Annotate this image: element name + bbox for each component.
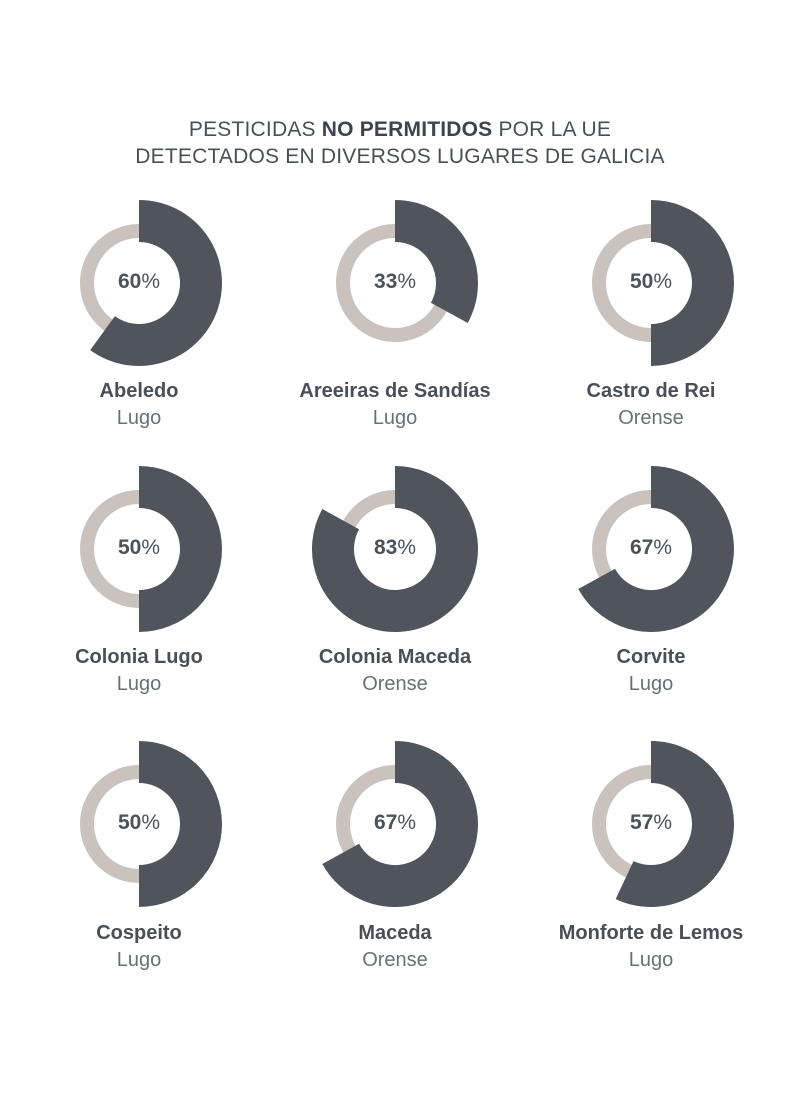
place-name: Maceda [358,922,432,944]
donut-item: 33% Areeiras de Sandías Lugo [285,200,505,450]
region-name: Lugo [628,949,674,971]
percent-symbol: % [397,536,417,559]
place-name: Corvite [616,646,686,668]
place-name: Colonia Lugo [75,646,203,668]
place-name: Monforte de Lemos [558,922,744,944]
donut-value-arc [90,200,222,366]
percent-label: 33% [285,270,505,294]
donut-chart [578,466,734,632]
percent-symbol: % [141,811,161,834]
place-name: Colonia Maceda [318,646,472,668]
donut-chart [80,200,222,366]
donut-chart [80,466,222,632]
percent-label: 67% [541,536,761,560]
donut-item: 60% Abeledo Lugo [29,200,249,450]
donut-value-arc [138,741,222,907]
donut-value-arc [322,741,478,907]
percent-symbol: % [653,536,673,559]
percent-value: 67 [373,811,398,834]
percent-label: 83% [285,536,505,560]
region-name: Lugo [628,673,674,695]
title-line-1-bold: NO PERMITIDOS [321,118,493,141]
donut-item: 67% Maceda Orense [285,741,505,991]
percent-value: 50 [629,270,654,293]
percent-symbol: % [653,270,673,293]
percent-label: 50% [541,270,761,294]
percent-value: 67 [629,536,654,559]
title-line-2: DETECTADOS EN DIVERSOS LUGARES DE GALICI… [135,145,665,168]
donut-item: 50% Colonia Lugo Lugo [29,466,249,716]
donut-value-arc [394,200,478,323]
place-name: Castro de Rei [586,380,716,402]
region-name: Orense [618,407,684,429]
region-name: Lugo [116,949,162,971]
region-name: Orense [362,673,428,695]
donut-chart [592,741,734,907]
title-line-1: PESTICIDAS NO PERMITIDOS POR LA UE [0,116,800,143]
donut-chart [80,741,222,907]
percent-label: 50% [29,811,249,835]
percent-label: 67% [285,811,505,835]
percent-symbol: % [141,270,161,293]
place-name: Areeiras de Sandías [299,380,491,402]
percent-symbol: % [653,811,673,834]
donut-item: 83% Colonia Maceda Orense [285,466,505,716]
percent-label: 57% [541,811,761,835]
donut-item: 50% Cospeito Lugo [29,741,249,991]
region-name: Lugo [372,407,418,429]
percent-value: 50 [117,536,142,559]
percent-symbol: % [397,811,417,834]
percent-value: 33 [373,270,398,293]
percent-symbol: % [397,270,417,293]
region-name: Orense [362,949,428,971]
donut-chart [312,466,478,632]
donut-item: 57% Monforte de Lemos Lugo [541,741,761,991]
percent-value: 83 [373,536,398,559]
donut-value-arc [615,741,734,907]
region-name: Lugo [116,673,162,695]
percent-label: 50% [29,536,249,560]
donut-chart [322,741,478,907]
donut-item: 67% Corvite Lugo [541,466,761,716]
percent-value: 57 [629,811,654,834]
donut-value-arc [650,200,734,366]
donut-value-arc [138,466,222,632]
percent-symbol: % [141,536,161,559]
place-name: Abeledo [99,380,179,402]
title-line-1-pre: PESTICIDAS [188,118,322,141]
title-line-1-post: POR LA UE [492,118,612,141]
region-name: Lugo [116,407,162,429]
place-name: Cospeito [96,922,182,944]
donut-chart [336,200,478,342]
chart-title: PESTICIDAS NO PERMITIDOS POR LA UE DETEC… [0,116,800,170]
percent-value: 60 [117,270,142,293]
percent-label: 60% [29,270,249,294]
donut-value-arc [578,466,734,632]
donut-value-arc [312,466,478,632]
donut-item: 50% Castro de Rei Orense [541,200,761,450]
donut-chart [592,200,734,366]
percent-value: 50 [117,811,142,834]
